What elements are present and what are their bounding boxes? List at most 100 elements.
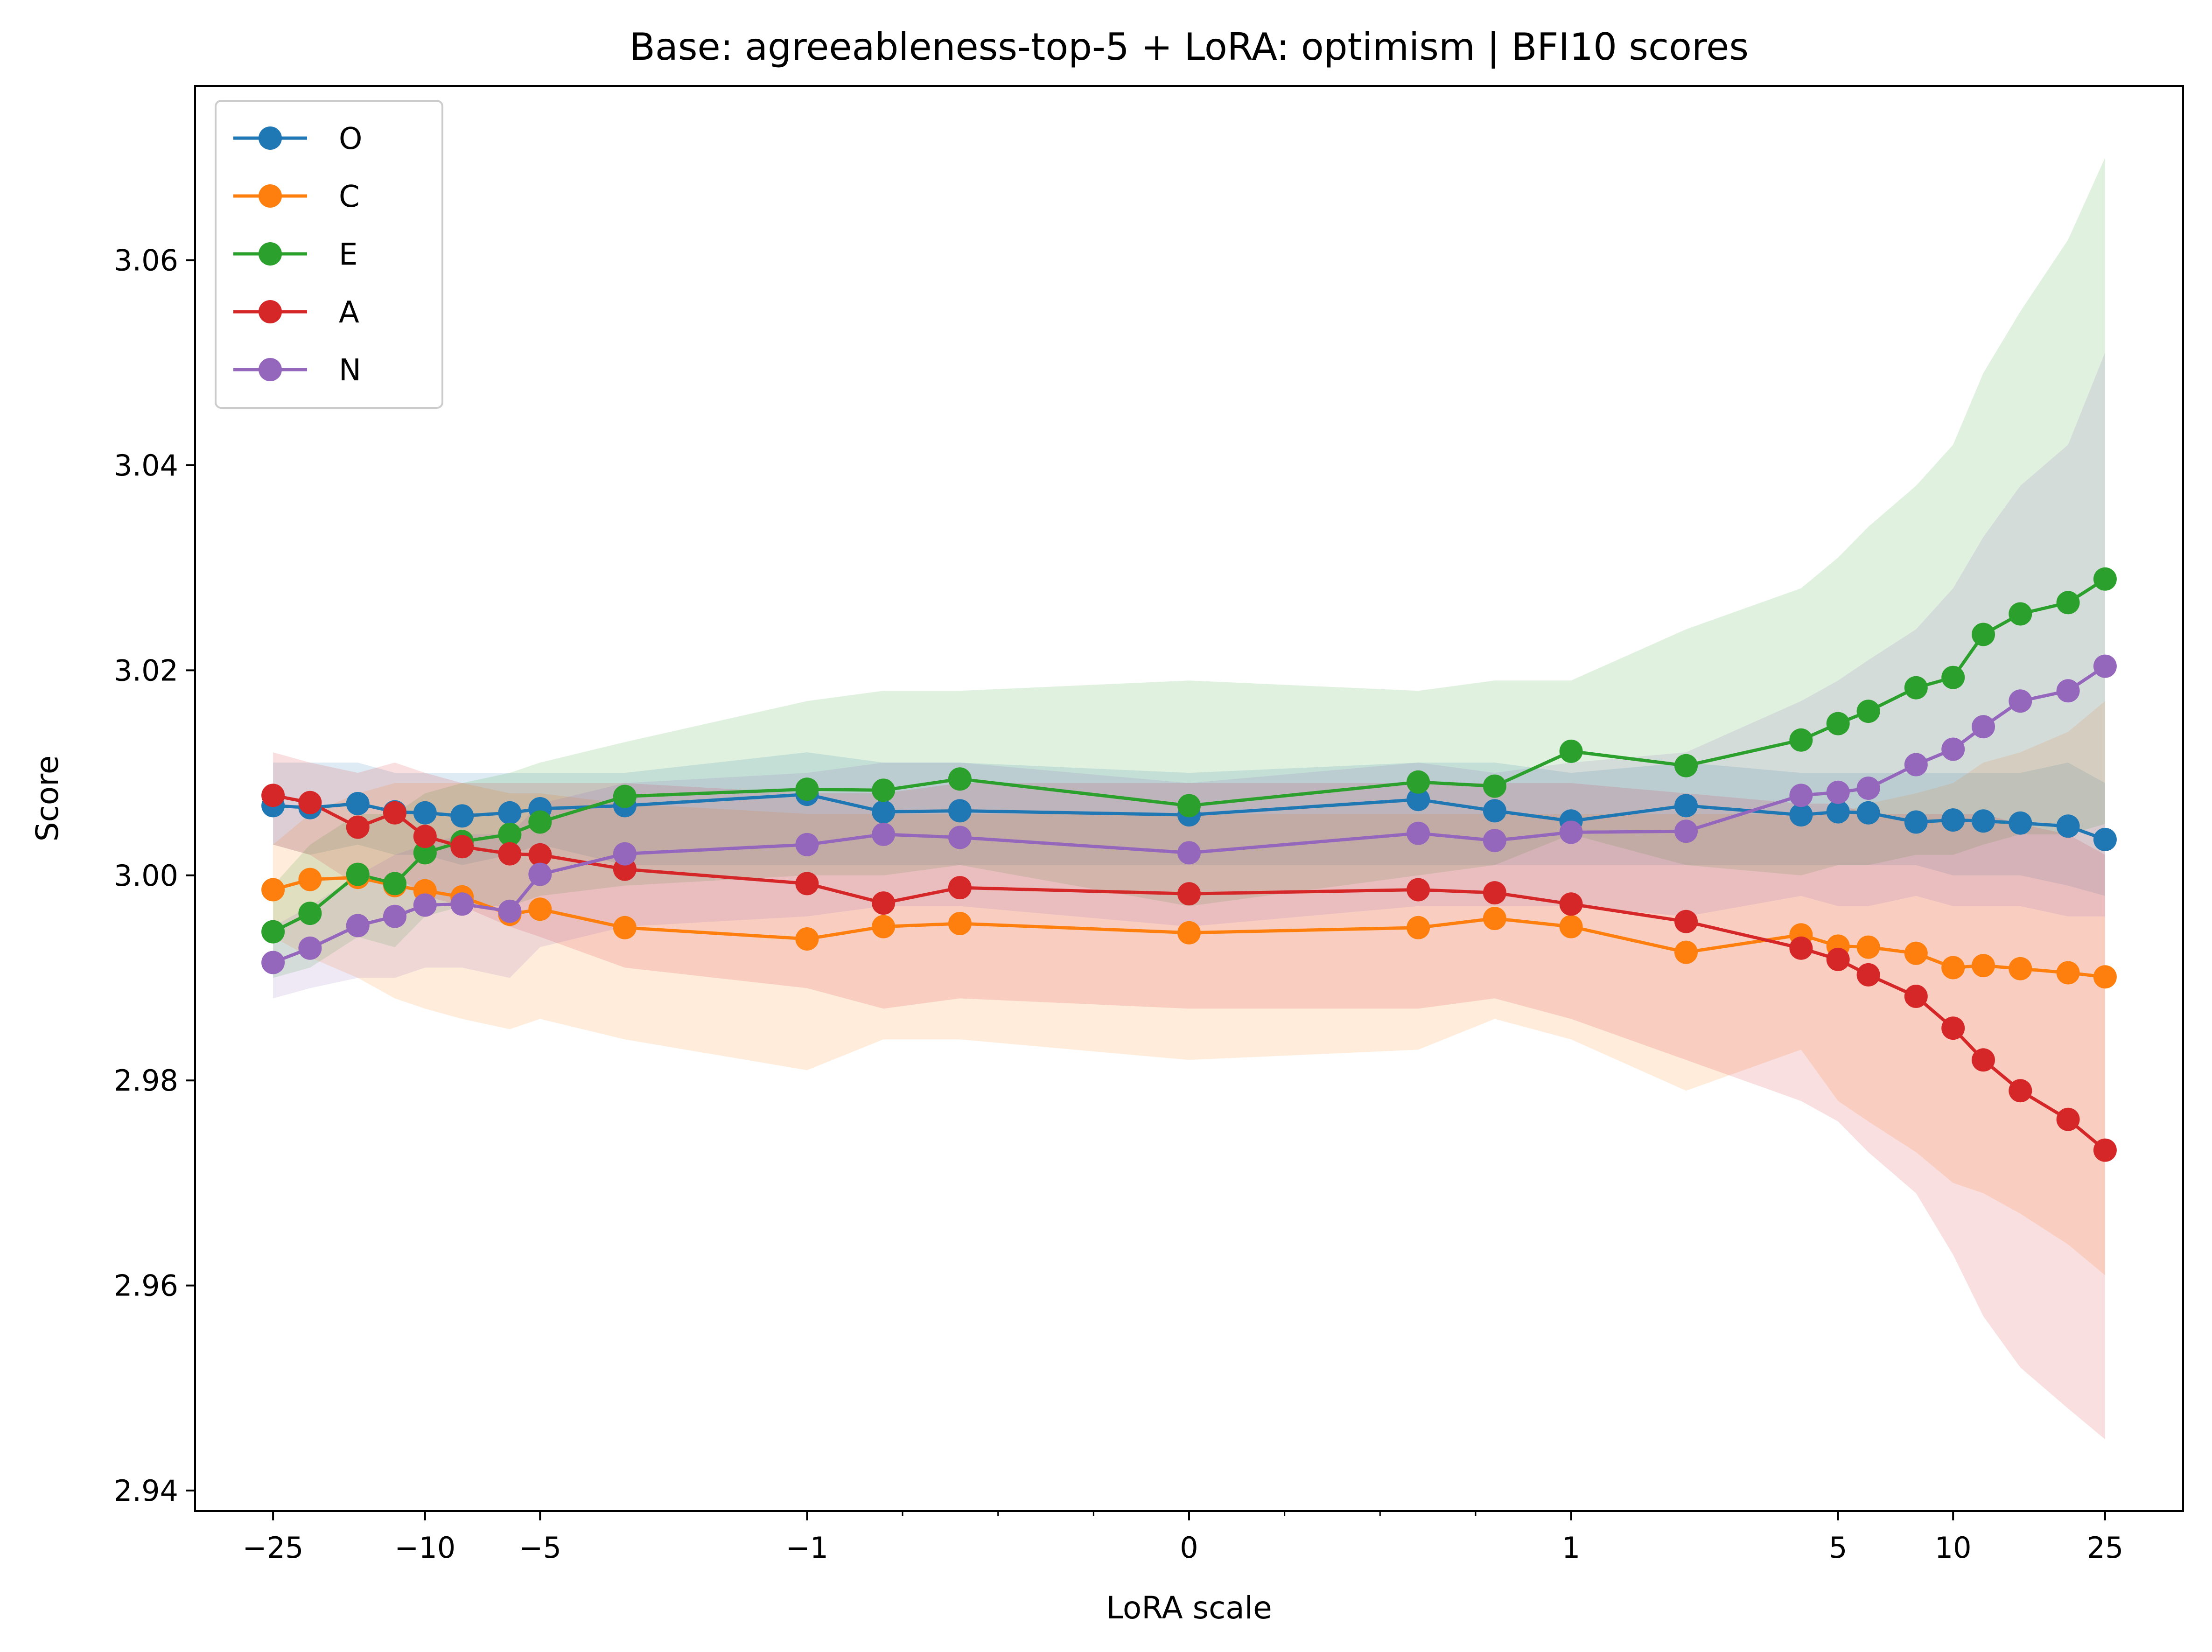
point-C [1941, 956, 1965, 980]
legend-box [215, 100, 443, 409]
point-N [1826, 780, 1850, 804]
point-O [1972, 809, 1995, 833]
y-tick-label: 3.00 [114, 859, 178, 893]
legend-label-A: A [339, 295, 359, 330]
point-E [613, 784, 637, 808]
point-A [383, 801, 406, 825]
legend-marker-A [259, 300, 282, 323]
point-E [1789, 728, 1813, 752]
point-N [298, 936, 322, 960]
point-C [1856, 935, 1880, 959]
point-E [1674, 754, 1698, 777]
point-E [261, 920, 285, 944]
point-N [450, 892, 474, 916]
x-axis-label: LoRA scale [1106, 1590, 1272, 1626]
point-N [2056, 679, 2080, 703]
point-A [2056, 1107, 2080, 1131]
legend-marker-E [259, 242, 282, 266]
point-O [2093, 827, 2117, 851]
point-A [261, 784, 285, 807]
point-A [1177, 882, 1201, 906]
point-O [1407, 788, 1430, 812]
point-E [383, 872, 406, 896]
point-C [872, 915, 896, 938]
point-E [1483, 774, 1506, 798]
legend-label-O: O [339, 122, 362, 156]
x-tick-label: 5 [1829, 1531, 1847, 1565]
point-O [948, 799, 972, 823]
point-O [1674, 794, 1698, 818]
point-E [2056, 591, 2080, 615]
point-E [298, 902, 322, 925]
point-E [2009, 602, 2032, 626]
x-tick-label: 0 [1180, 1531, 1198, 1565]
x-axis-ticks: −25 −10 −5 −1 0 1 5 10 25 [243, 1511, 2123, 1565]
point-O [1789, 803, 1813, 827]
point-C [2009, 957, 2032, 980]
point-N [1941, 737, 1965, 761]
point-E [1972, 623, 1995, 646]
point-C [261, 878, 285, 902]
point-N [261, 951, 285, 974]
point-N [1856, 777, 1880, 800]
point-A [1407, 878, 1430, 902]
point-C [1559, 915, 1583, 938]
point-N [1177, 841, 1201, 865]
point-E [1941, 665, 1965, 689]
point-O [1826, 800, 1850, 824]
point-E [1904, 676, 1928, 700]
point-E [948, 767, 972, 791]
point-E [346, 862, 370, 886]
point-E [413, 841, 437, 865]
point-A [450, 835, 474, 859]
point-N [1559, 820, 1583, 844]
point-A [1826, 947, 1850, 971]
legend-label-E: E [339, 238, 357, 272]
point-O [2009, 811, 2032, 835]
point-O [2056, 814, 2080, 838]
point-N [1483, 829, 1506, 853]
point-A [1972, 1048, 1995, 1072]
point-A [1559, 892, 1583, 916]
point-E [1177, 794, 1201, 818]
point-C [1904, 941, 1928, 965]
point-E [1826, 712, 1850, 735]
point-N [2009, 689, 2032, 713]
point-C [1407, 916, 1430, 939]
band-A [273, 752, 2105, 1440]
y-tick-label: 3.02 [114, 653, 178, 687]
point-A [1483, 881, 1506, 905]
point-C [2056, 961, 2080, 985]
legend-marker-O [259, 126, 282, 150]
band-E [273, 157, 2105, 978]
x-tick-label: −10 [394, 1531, 455, 1565]
point-O [498, 801, 522, 825]
x-tick-label: 1 [1562, 1531, 1580, 1565]
point-C [1674, 940, 1698, 964]
point-A [498, 842, 522, 866]
point-N [1972, 715, 1995, 739]
point-N [2093, 654, 2117, 678]
point-O [1856, 801, 1880, 825]
point-A [413, 825, 437, 848]
point-C [1483, 907, 1506, 931]
point-N [346, 914, 370, 938]
point-O [1904, 810, 1928, 834]
x-tick-label: 25 [2086, 1531, 2123, 1565]
point-C [298, 868, 322, 891]
x-tick-label: −1 [786, 1531, 828, 1565]
point-A [298, 791, 322, 814]
point-C [2093, 965, 2117, 989]
point-E [872, 778, 896, 802]
legend-marker-C [259, 184, 282, 208]
x-tick-label: −5 [519, 1531, 561, 1565]
point-N [1407, 821, 1430, 845]
point-A [528, 843, 552, 867]
legend-marker-N [259, 358, 282, 381]
point-A [948, 876, 972, 900]
band-C [273, 701, 2105, 1275]
y-tick-label: 2.94 [114, 1474, 178, 1508]
point-E [795, 777, 819, 801]
